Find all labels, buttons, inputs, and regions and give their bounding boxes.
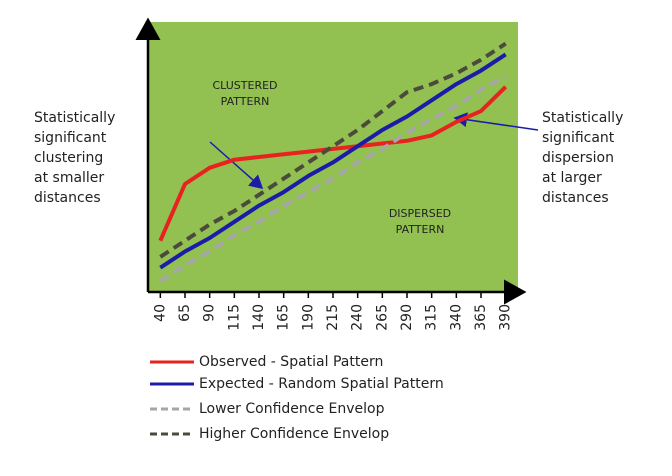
annotation: CLUSTERED: [212, 79, 277, 92]
annotation: DISPERSED: [389, 207, 451, 220]
legend-label: Higher Confidence Envelop: [199, 426, 389, 442]
legend-label: Observed - Spatial Pattern: [199, 354, 383, 370]
x-tick-label: 115: [226, 304, 242, 331]
legend-label: Expected - Random Spatial Pattern: [199, 376, 444, 392]
plot-area: [148, 22, 518, 292]
x-tick-label: 90: [202, 304, 218, 322]
x-tick-label: 290: [399, 304, 415, 331]
x-tick-label: 340: [448, 304, 464, 331]
x-tick-label: 365: [473, 304, 489, 331]
annotation: dispersion: [542, 150, 614, 166]
x-tick-label: 65: [177, 304, 193, 322]
annotation: Statistically: [34, 110, 115, 126]
x-tick-label: 40: [152, 304, 168, 322]
annotation: distances: [34, 190, 101, 206]
annotation: PATTERN: [221, 95, 270, 108]
x-tick-label: 390: [498, 304, 514, 331]
annotation: Statistically: [542, 110, 623, 126]
series-line: [159, 41, 507, 259]
left-arrow: [209, 141, 264, 189]
x-tick-label: 265: [374, 304, 390, 331]
annotation: distances: [542, 190, 609, 206]
annotation: PATTERN: [396, 223, 445, 236]
x-tick-label: 165: [276, 304, 292, 331]
x-tick-label: 315: [424, 304, 440, 331]
annotation: significant: [34, 130, 107, 146]
x-tick-label: 215: [325, 304, 341, 331]
right-arrow: [453, 112, 539, 131]
annotation: clustering: [34, 150, 103, 166]
legend-label: Lower Confidence Envelop: [199, 401, 385, 417]
series-line: [158, 85, 508, 242]
x-tick-label: 140: [251, 304, 267, 331]
x-tick-label: 190: [300, 304, 316, 331]
series-line: [159, 52, 507, 270]
x-tick-label: 240: [350, 304, 366, 331]
annotation: significant: [542, 130, 615, 146]
annotation: at smaller: [34, 170, 104, 186]
annotation: at larger: [542, 170, 602, 186]
series-line: [159, 74, 507, 283]
